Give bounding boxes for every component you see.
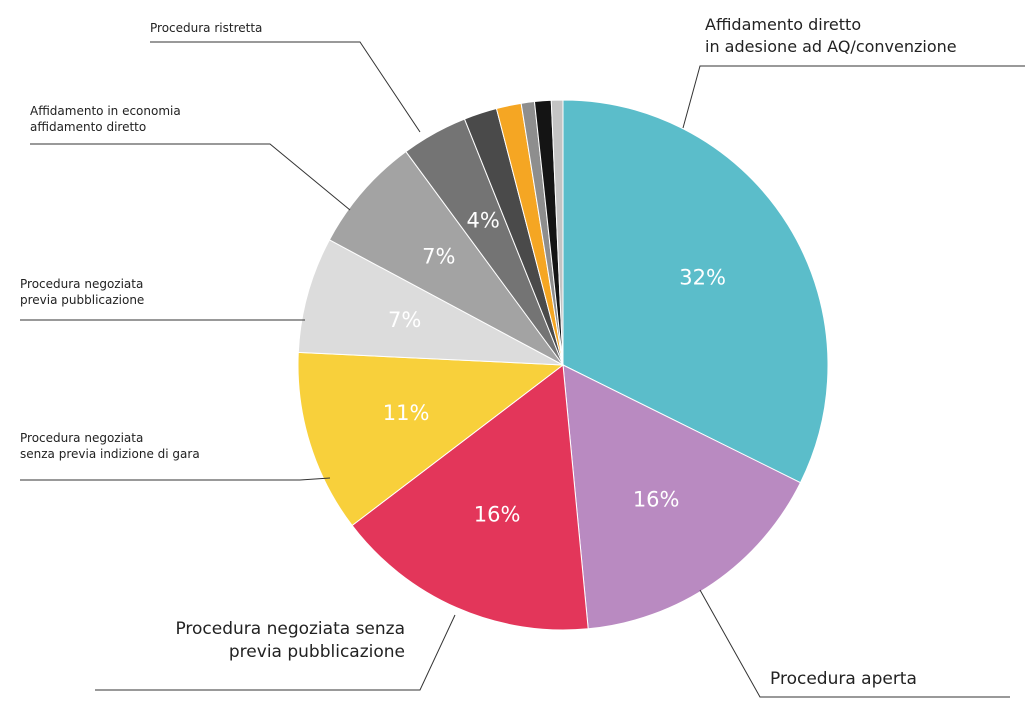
leader-line [682, 65, 1025, 129]
slice-label: 11% [383, 401, 430, 425]
leader-line [150, 41, 421, 133]
slice-label: 16% [474, 503, 521, 527]
pie-slice [297, 239, 564, 366]
pie-slice [351, 364, 589, 631]
leader-line [30, 143, 351, 211]
pie-slice [328, 150, 564, 366]
category-label: Affidamento diretto in adesione ad AQ/co… [705, 15, 957, 56]
pie-slice [562, 99, 829, 484]
pie-slice [562, 364, 802, 630]
leader-line [20, 477, 331, 481]
slice-label: 4% [466, 208, 499, 232]
category-label: Procedura aperta [770, 669, 917, 689]
pie-slice [297, 351, 565, 527]
category-label: Procedura negoziata senza previa indizio… [20, 431, 200, 462]
slice-label: 7% [388, 308, 421, 332]
category-label: Procedura ristretta [150, 21, 263, 35]
category-label: Affidamento in economia affidamento dire… [30, 104, 181, 135]
slice-label: 16% [633, 487, 680, 511]
pie-slice [550, 99, 564, 366]
category-label: Procedura negoziata senza previa pubblic… [175, 619, 405, 662]
leader-line [699, 589, 1010, 698]
category-label: Procedura negoziata previa pubblicazione [20, 277, 145, 308]
leader-line [95, 614, 456, 691]
slice-label: 7% [422, 244, 455, 268]
slice-label: 32% [679, 265, 726, 289]
